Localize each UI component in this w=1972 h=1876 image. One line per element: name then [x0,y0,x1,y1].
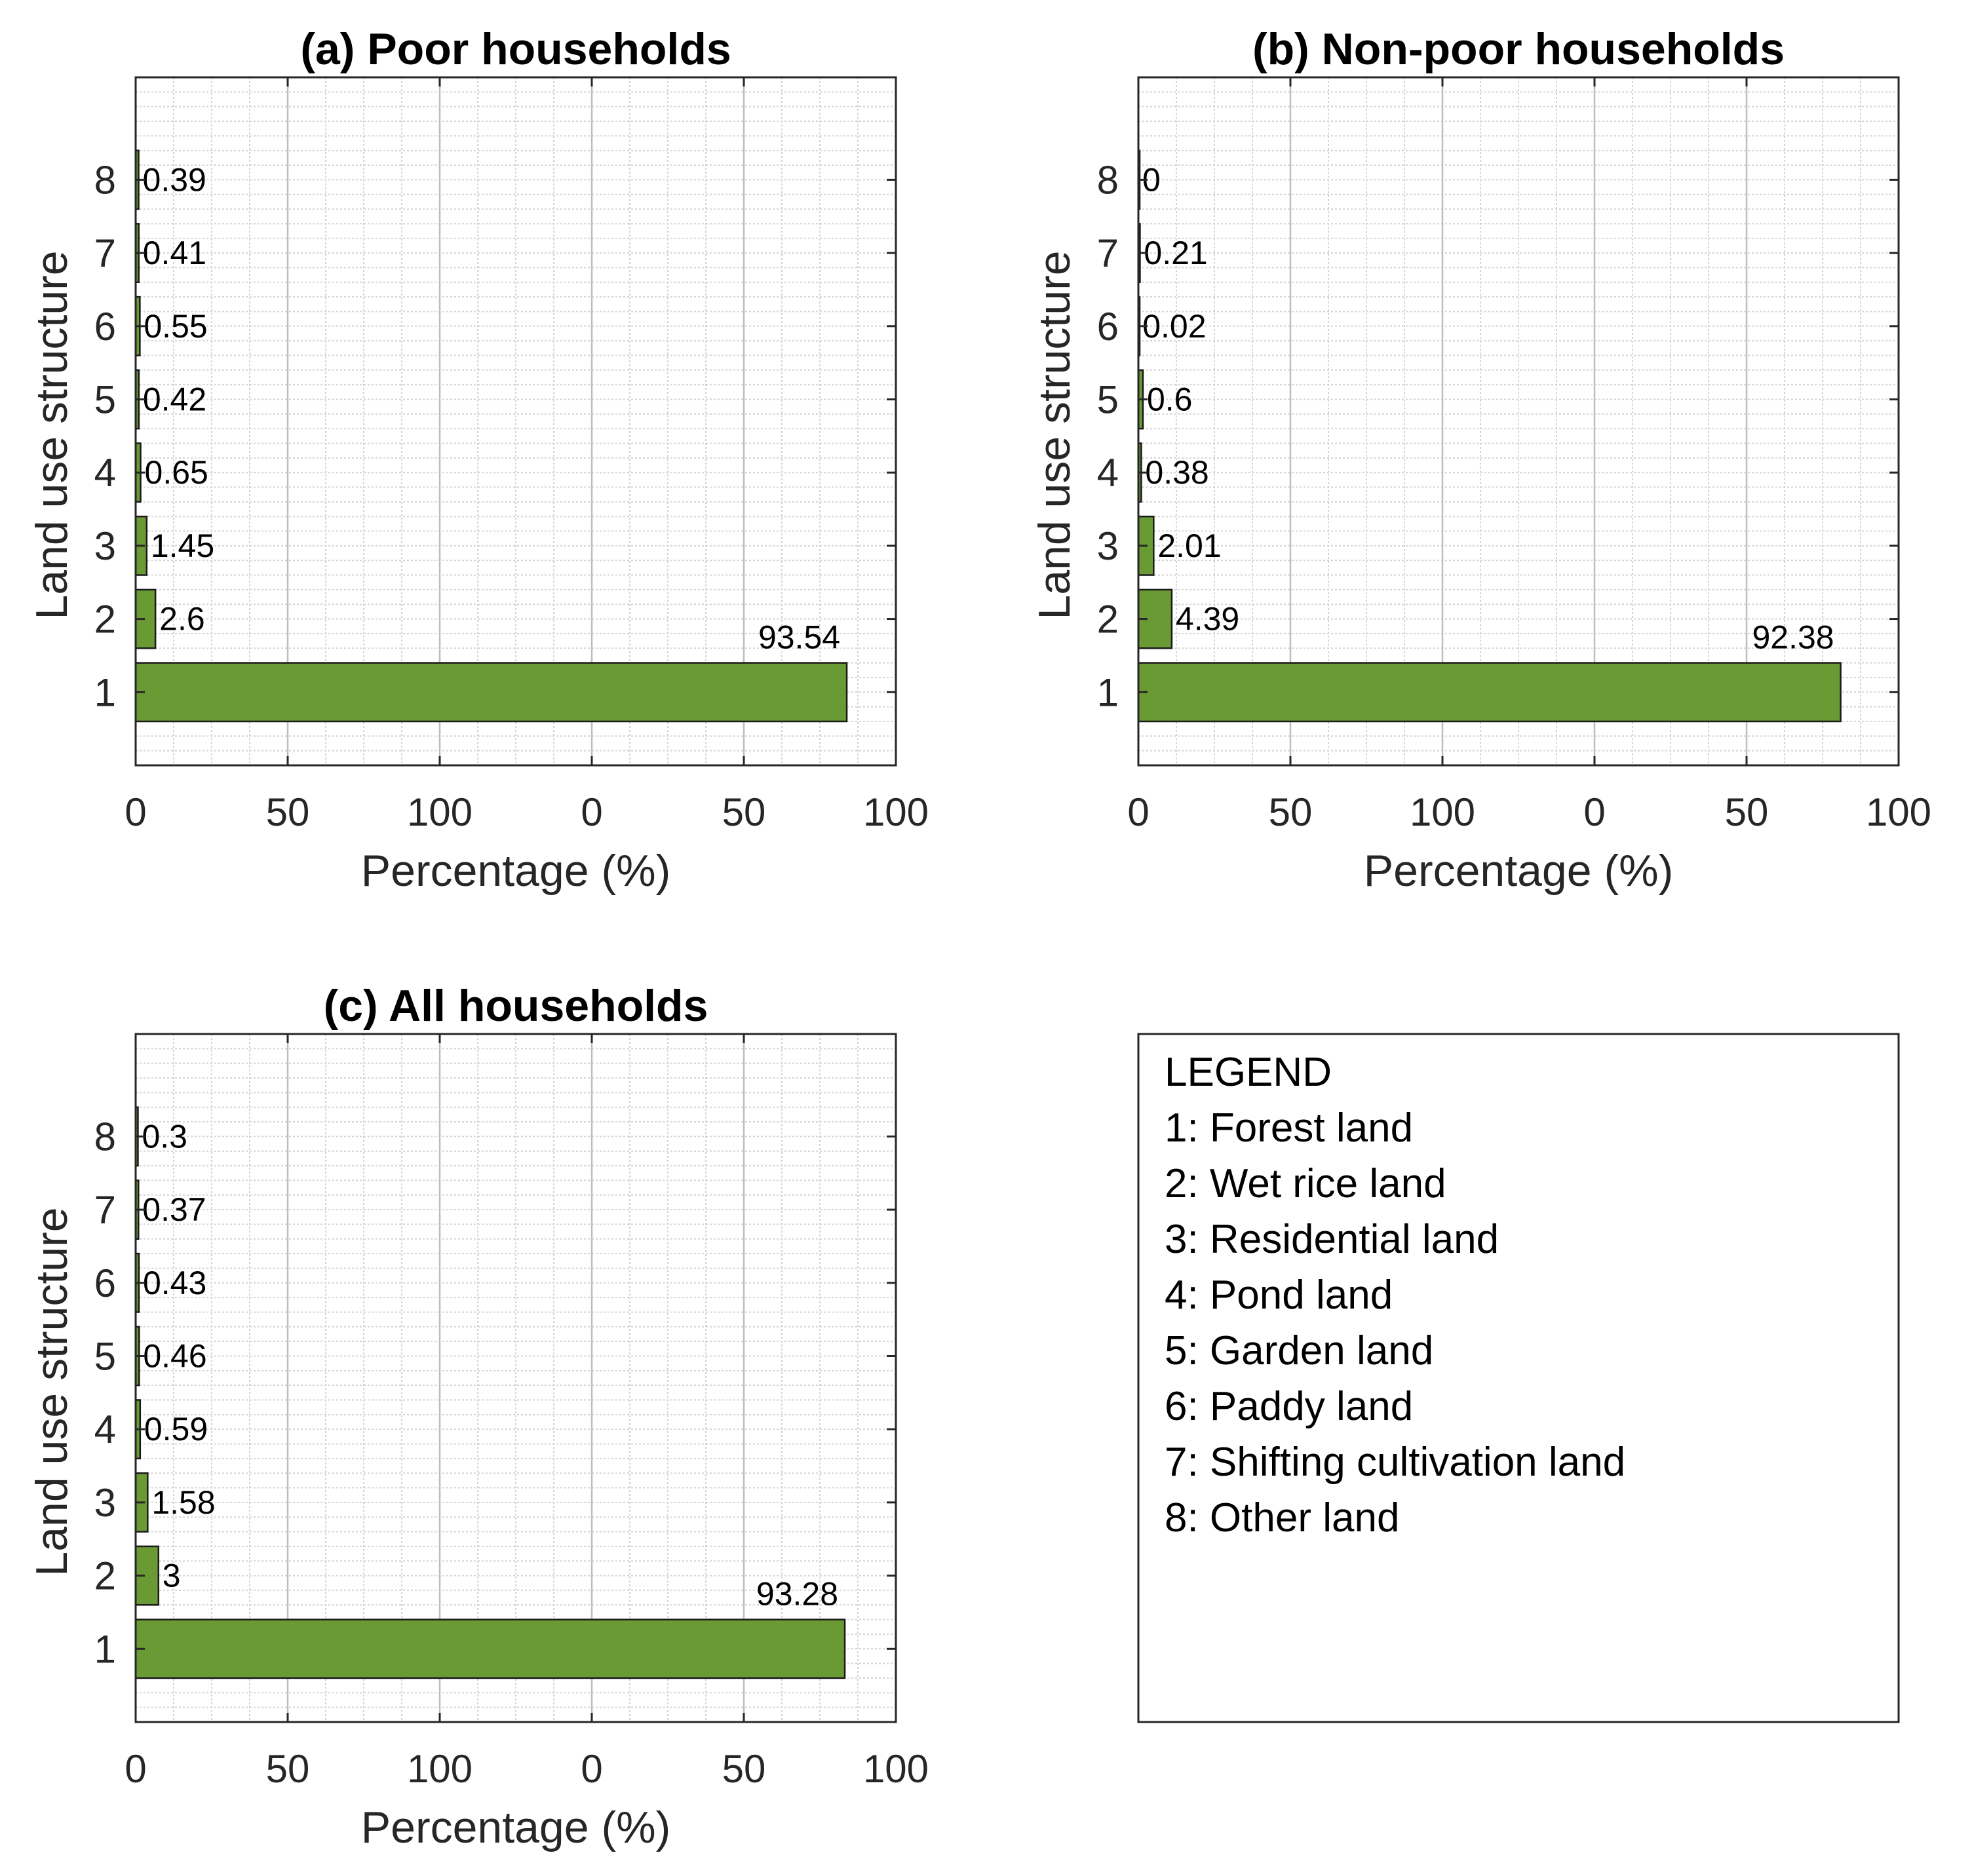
y-tick-label: 4 [94,1407,116,1451]
data-label: 0.59 [144,1411,208,1447]
chart-title: (c) All households [324,981,708,1031]
x-tick-label: 0 [581,1747,602,1791]
data-label: 0.02 [1142,308,1206,345]
chart-panel-2: 92.38 4.39 2.01 0.38 0.6 0.02 0.21 0 1 2 3 4 5 6 7 8 0 50… [1030,24,1931,896]
y-tick-label: 7 [94,231,116,275]
y-tick-label: 8 [94,158,116,202]
y-tick-label: 1 [94,1627,116,1671]
y-tick-label: 5 [94,377,116,421]
data-label: 0.38 [1145,454,1208,491]
x-tick-label: 100 [407,1747,473,1791]
y-axis-label: Land use structure [27,250,77,619]
chart-title: (a) Poor households [300,24,731,74]
data-label: 0.42 [143,381,206,417]
bar-1 [134,1618,846,1679]
x-tick-label: 100 [407,790,473,834]
legend-item: 8: Other land [1165,1495,1399,1541]
y-tick-label: 4 [94,451,116,495]
y-tick-label: 8 [94,1115,116,1158]
chart-panel-1: 93.54 2.6 1.45 0.65 0.42 0.55 0.41 0.39 1 2 3 4 5 6 7 8… [27,24,929,896]
legend-item: 5: Garden land [1165,1328,1433,1373]
y-tick-label: 6 [94,1261,116,1305]
major-grid [286,77,745,765]
y-tick-label: 4 [1097,451,1119,495]
data-label: 2.01 [1157,527,1221,564]
y-tick-label: 2 [1097,598,1119,641]
data-label: 1.45 [151,527,214,564]
x-tick-label: 100 [1410,790,1475,834]
x-tick-label: 50 [266,1747,310,1791]
bar-1 [134,662,848,723]
data-label: 4.39 [1176,601,1239,638]
y-axis-label: Land use structure [27,1207,77,1576]
x-axis-label: Percentage (%) [1364,846,1673,896]
legend-item: 2: Wet rice land [1165,1161,1446,1206]
x-axis-label: Percentage (%) [361,1803,670,1852]
x-tick-label: 50 [722,790,766,834]
legend-item: 3: Residential land [1165,1217,1499,1262]
y-tick-label: 6 [1097,305,1119,349]
x-tick-label: 100 [863,790,929,834]
data-label: 92.38 [1752,619,1834,656]
data-label: 93.28 [756,1576,838,1613]
x-tick-label: 50 [266,790,310,834]
legend-box [1137,1033,1900,1723]
y-tick-label: 7 [94,1188,116,1232]
data-label: 0.39 [143,161,206,198]
data-label: 0.43 [143,1265,206,1301]
data-label: 0.41 [143,235,206,271]
axes-box [1137,76,1900,767]
data-label: 1.58 [151,1484,215,1521]
y-tick-label: 8 [1097,158,1119,202]
x-tick-label: 0 [125,790,146,834]
y-tick-label: 1 [94,670,116,714]
y-tick-label: 1 [1097,670,1119,714]
bar-1 [1137,662,1842,723]
data-label: 0.46 [143,1337,206,1374]
legend-title: LEGEND [1165,1050,1332,1095]
legend-item: 6: Paddy land [1165,1384,1413,1429]
chart-panel-3: 93.28 3 1.58 0.59 0.46 0.43 0.37 0.3 1 2 3 4 5 6 7 8 0 50… [27,981,929,1852]
data-label: 0.6 [1147,381,1193,417]
x-tick-label: 50 [1725,790,1769,834]
data-label: 93.54 [758,619,840,656]
axes-box [134,76,897,767]
x-tick-label: 0 [1127,790,1149,834]
data-label: 2.6 [159,601,205,638]
x-tick-label: 50 [722,1747,766,1791]
y-tick-label: 2 [94,598,116,641]
data-label: 0.55 [144,308,207,345]
legend: LEGEND 1: Forest land 2: Wet rice land 3: R… [1137,1033,1900,1723]
legend-item: 1: Forest land [1165,1105,1413,1151]
y-tick-label: 7 [1097,231,1119,275]
legend-item: 4: Pond land [1165,1273,1393,1318]
data-label: 0.65 [145,454,208,491]
x-tick-label: 0 [1583,790,1605,834]
x-tick-label: 100 [863,1747,929,1791]
major-grid [286,1034,745,1722]
chart-title: (b) Non-poor households [1252,24,1785,74]
x-tick-label: 50 [1269,790,1313,834]
x-tick-label: 0 [125,1747,146,1791]
data-label: 0.21 [1144,235,1207,271]
data-label: 0.37 [142,1191,206,1228]
x-tick-label: 0 [581,790,602,834]
y-tick-label: 6 [94,305,116,349]
data-label: 3 [163,1558,181,1594]
y-tick-label: 3 [94,524,116,568]
y-tick-label: 3 [94,1481,116,1525]
axes-box [134,1033,897,1723]
y-tick-label: 2 [94,1554,116,1598]
y-axis-label: Land use structure [1030,250,1079,619]
x-tick-label: 100 [1866,790,1931,834]
x-axis-label: Percentage (%) [361,846,670,896]
y-tick-label: 5 [94,1334,116,1378]
major-grid [1289,77,1748,765]
y-tick-label: 5 [1097,377,1119,421]
legend-item: 7: Shifting cultivation land [1165,1440,1625,1485]
y-tick-label: 3 [1097,524,1119,568]
data-label: 0.3 [142,1118,187,1155]
